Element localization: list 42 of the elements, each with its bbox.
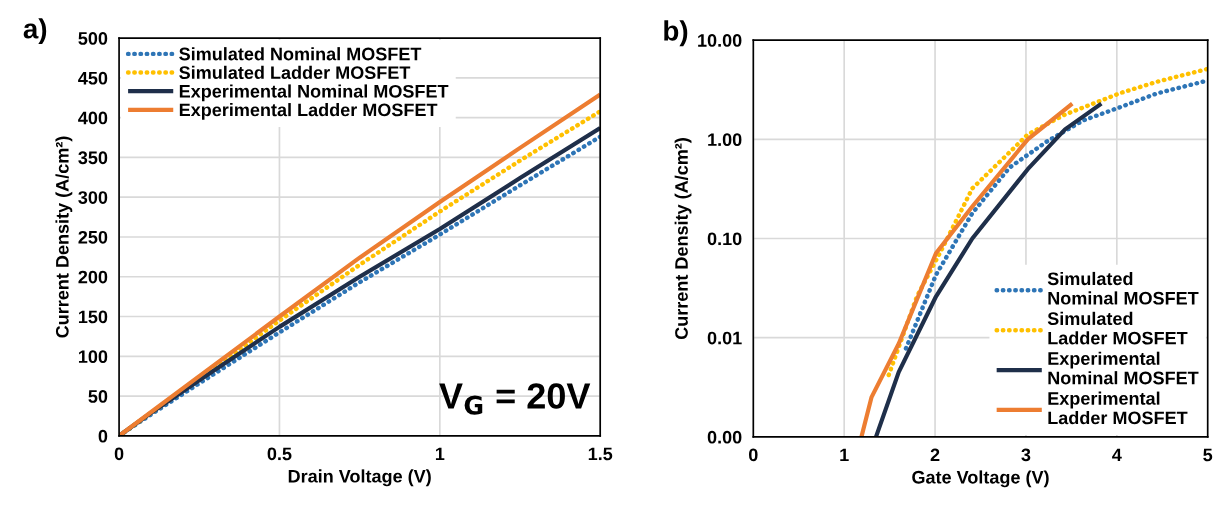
legend-label: Experimental Nominal MOSFET: [179, 84, 449, 102]
legend-label: Simulated Nominal MOSFET: [1047, 271, 1199, 305]
y-tick-label: 400: [78, 111, 108, 125]
x-tick-label: 2: [930, 448, 940, 462]
y-tick-label: 0.01: [707, 331, 742, 345]
x-tick-label: 0.5: [267, 447, 292, 461]
y-tick-label: 0.00: [707, 430, 742, 444]
y-tick-label: 500: [78, 32, 108, 45]
x-axis-title: Drain Voltage (V): [288, 469, 431, 487]
y-tick-label: 200: [78, 270, 108, 284]
y-tick-label: 50: [88, 390, 108, 403]
x-tick-label: 1.5: [588, 447, 613, 461]
y-tick-label: 0: [98, 429, 108, 443]
y-tick-label: 100: [78, 350, 108, 364]
y-tick-label: 350: [78, 151, 108, 165]
x-tick-label: 4: [1112, 448, 1122, 462]
x-tick-label: 0: [748, 448, 758, 462]
y-axis-title: Current Density (A/cm²): [674, 138, 692, 340]
x-tick-label: 0: [114, 447, 124, 461]
y-tick-label: 1.00: [708, 133, 742, 147]
x-tick-label: 1: [435, 447, 445, 461]
legend-label: Experimental Ladder MOSFET: [1048, 391, 1188, 425]
y-tick-label: 450: [78, 71, 108, 85]
y-tick-label: 250: [78, 230, 108, 244]
y-tick-label: 0.10: [707, 232, 742, 246]
y-tick-label: 10.00: [698, 34, 742, 47]
y-tick-label: 300: [78, 191, 108, 204]
text: b): [664, 20, 688, 47]
annotation: V$_{G}$ = 20V: [439, 383, 591, 415]
x-tick-label: 1: [840, 448, 849, 462]
x-axis-title: Gate Voltage (V): [912, 470, 1049, 488]
legend-label: Simulated Ladder MOSFET: [179, 65, 411, 80]
x-tick-label: 3: [1021, 448, 1031, 462]
y-axis-title: Current Density (A/cm²): [55, 136, 73, 338]
legend-label: Experimental Ladder MOSFET: [179, 103, 438, 120]
y-tick-label: 150: [78, 310, 108, 324]
legend-label: Experimental Nominal MOSFET: [1048, 351, 1199, 385]
x-tick-label: 5: [1203, 448, 1213, 462]
legend-label: Simulated Nominal MOSFET: [179, 47, 422, 61]
line-series: [903, 78, 1208, 351]
legend-label: Simulated Ladder MOSFET: [1047, 311, 1188, 345]
text: a): [23, 18, 47, 45]
